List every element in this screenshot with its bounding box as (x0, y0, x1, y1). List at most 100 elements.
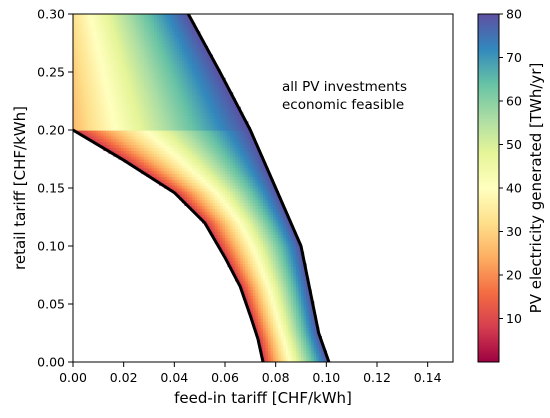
heatmap-cell (250, 231, 254, 235)
heatmap-cell (255, 304, 259, 308)
heatmap-cell (202, 66, 206, 70)
heatmap-cell (108, 124, 112, 128)
heatmap-cell (222, 237, 226, 241)
heatmap-cell (202, 214, 206, 218)
heatmap-cell (194, 31, 198, 35)
heatmap-cell (143, 31, 148, 35)
heatmap-cell (121, 60, 125, 64)
heatmap-cell (230, 176, 234, 180)
heatmap-cell (199, 167, 203, 172)
heatmap-cell (141, 112, 145, 117)
heatmap-cell (95, 127, 99, 131)
heatmap-cell (293, 269, 297, 273)
heatmap-cell (93, 45, 97, 50)
heatmap-cell (275, 330, 279, 334)
heatmap-cell (323, 356, 327, 360)
heatmap-cell (257, 248, 262, 253)
heatmap-cell (126, 112, 130, 117)
heatmap-cell (159, 37, 163, 41)
heatmap-cell (263, 219, 267, 224)
heatmap-cell (171, 80, 175, 85)
heatmap-cell (199, 103, 203, 108)
heatmap-cell (176, 112, 180, 117)
heatmap-cell (93, 112, 97, 117)
heatmap-cell (171, 51, 175, 56)
heatmap-cell (217, 240, 221, 244)
heatmap-cell (278, 237, 282, 241)
heatmap-cell (75, 77, 79, 82)
heatmap-cell (230, 179, 234, 183)
heatmap-cell (126, 115, 130, 119)
heatmap-cell (80, 86, 84, 90)
heatmap-cell (171, 176, 175, 180)
heatmap-cell (275, 359, 279, 362)
heatmap-cell (257, 199, 262, 204)
heatmap-cell (118, 63, 122, 67)
heatmap-cell (181, 77, 186, 82)
heatmap-cell (136, 83, 140, 88)
heatmap-cell (116, 37, 120, 41)
heatmap-cell (214, 199, 218, 204)
heatmap-cell (169, 144, 173, 148)
heatmap-cell (159, 74, 163, 79)
heatmap-cell (263, 167, 267, 172)
heatmap-cell (204, 132, 208, 137)
heatmap-cell (133, 106, 137, 111)
heatmap-cell (194, 153, 198, 157)
heatmap-cell (212, 219, 216, 224)
heatmap-cell (290, 280, 294, 285)
heatmap-cell (237, 153, 241, 157)
heatmap-cell (156, 132, 160, 137)
heatmap-cell (78, 74, 82, 79)
heatmap-cell (285, 275, 289, 279)
heatmap-cell (128, 109, 132, 114)
heatmap-cell (131, 161, 135, 166)
heatmap-cell (230, 132, 234, 137)
heatmap-cell (85, 80, 89, 85)
heatmap-cell (270, 327, 274, 331)
heatmap-cell (257, 208, 262, 212)
heatmap-cell (303, 283, 307, 288)
heatmap-cell (85, 31, 89, 35)
heatmap-cell (265, 292, 269, 296)
heatmap-cell (242, 283, 246, 288)
heatmap-cell (98, 43, 102, 47)
heatmap-cell (156, 130, 160, 134)
heatmap-cell (88, 98, 92, 102)
heatmap-cell (270, 301, 274, 305)
heatmap-cell (194, 63, 198, 67)
heatmap-cell (88, 121, 92, 125)
heatmap-cell (194, 124, 198, 128)
heatmap-cell (270, 185, 274, 189)
heatmap-cell (288, 266, 292, 270)
heatmap-cell (199, 74, 203, 79)
heatmap-cell (280, 277, 284, 282)
heatmap-cell (181, 54, 186, 59)
heatmap-cell (285, 234, 289, 238)
heatmap-cell (181, 48, 186, 53)
heatmap-cell (209, 199, 213, 204)
heatmap-cell (159, 98, 163, 102)
heatmap-cell (111, 66, 115, 70)
heatmap-cell (103, 57, 107, 61)
heatmap-cell (280, 292, 284, 296)
heatmap-cell (247, 138, 251, 143)
heatmap-cell (156, 45, 160, 50)
heatmap-cell (131, 92, 135, 96)
heatmap-cell (113, 40, 117, 44)
heatmap-cell (227, 257, 231, 262)
heatmap-cell (184, 150, 188, 154)
heatmap-cell (118, 132, 122, 137)
heatmap-cell (219, 95, 224, 99)
heatmap-cell (103, 77, 107, 82)
heatmap-cell (149, 153, 153, 157)
heatmap-cell (275, 321, 279, 325)
heatmap-cell (209, 132, 213, 137)
heatmap-cell (143, 92, 148, 96)
heatmap-cell (306, 359, 310, 362)
heatmap-cell (311, 315, 315, 320)
heatmap-cell (265, 173, 269, 177)
heatmap-cell (219, 135, 224, 140)
heatmap-cell (209, 69, 213, 73)
heatmap-cell (242, 234, 246, 238)
